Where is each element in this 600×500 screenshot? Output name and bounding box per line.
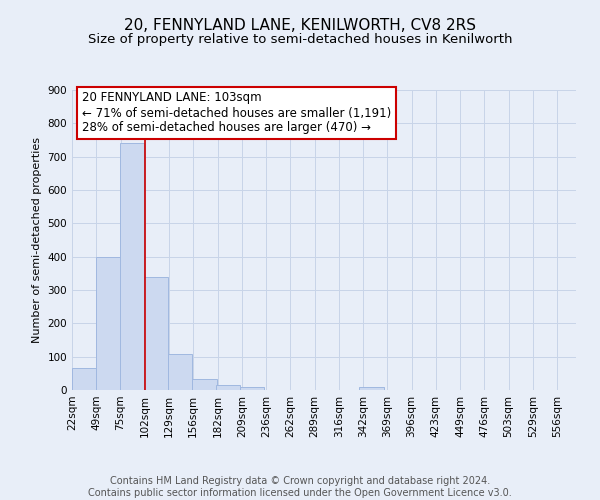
Bar <box>193 379 217 390</box>
Bar <box>96 256 121 390</box>
Text: 20, FENNYLAND LANE, KENILWORTH, CV8 2RS: 20, FENNYLAND LANE, KENILWORTH, CV8 2RS <box>124 18 476 32</box>
Bar <box>216 385 240 390</box>
Bar <box>168 354 193 390</box>
Bar <box>144 276 168 390</box>
Y-axis label: Number of semi-detached properties: Number of semi-detached properties <box>32 137 42 343</box>
Text: Contains HM Land Registry data © Crown copyright and database right 2024.
Contai: Contains HM Land Registry data © Crown c… <box>88 476 512 498</box>
Bar <box>119 144 144 390</box>
Text: 20 FENNYLAND LANE: 103sqm
← 71% of semi-detached houses are smaller (1,191)
28% : 20 FENNYLAND LANE: 103sqm ← 71% of semi-… <box>82 92 391 134</box>
Bar <box>72 368 96 390</box>
Bar <box>359 388 384 390</box>
Bar <box>240 386 264 390</box>
Text: Size of property relative to semi-detached houses in Kenilworth: Size of property relative to semi-detach… <box>88 32 512 46</box>
